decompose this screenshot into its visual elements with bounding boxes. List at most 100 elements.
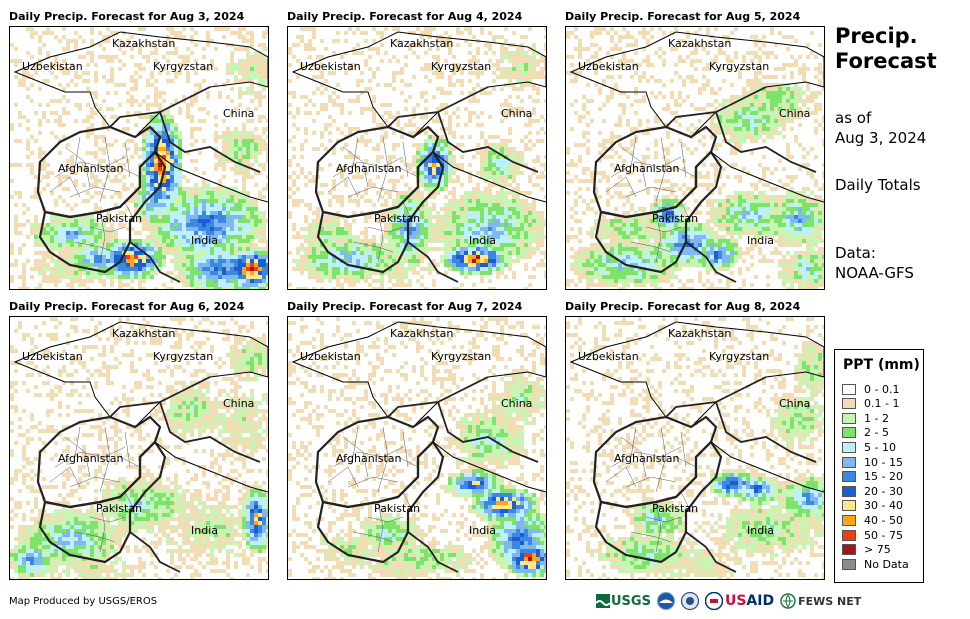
- country-label-kazakhstan: Kazakhstan: [668, 37, 731, 50]
- usgs-wave-icon: [596, 594, 610, 608]
- country-label-china: China: [501, 107, 532, 120]
- doc-seal-icon: [680, 592, 699, 610]
- fewsnet-logo: FEWS NET: [780, 593, 861, 609]
- legend-label: 20 - 30: [864, 484, 903, 498]
- legend-label: 40 - 50: [864, 513, 903, 527]
- fewsnet-globe-icon: [780, 593, 796, 609]
- legend-item: 15 - 20: [842, 470, 903, 484]
- legend-item: 10 - 15: [842, 455, 903, 469]
- panel-title: Daily Precip. Forecast for Aug 6, 2024: [9, 300, 245, 313]
- side-title: Precip. Forecast: [835, 24, 937, 74]
- country-borders: [13, 31, 268, 283]
- country-label-uzbekistan: Uzbekistan: [578, 60, 639, 73]
- legend-title: PPT (mm): [843, 357, 920, 373]
- daily-totals-label: Daily Totals: [835, 176, 921, 194]
- precip-map: Kazakhstan Uzbekistan Kyrgyzstan China Afgha…: [565, 26, 825, 290]
- legend-swatch: [842, 383, 856, 395]
- country-label-kyrgyzstan: Kyrgyzstan: [431, 350, 491, 363]
- country-label-afghanistan: Afghanistan: [614, 452, 680, 465]
- panel-title: Daily Precip. Forecast for Aug 7, 2024: [287, 300, 523, 313]
- country-borders: [291, 321, 546, 573]
- precip-map: Kazakhstan Uzbekistan Kyrgyzstan China Afgha…: [287, 26, 547, 290]
- legend-item: 20 - 30: [842, 484, 903, 498]
- legend-label: No Data: [864, 557, 909, 571]
- legend-item: 40 - 50: [842, 513, 903, 527]
- country-label-kyrgyzstan: Kyrgyzstan: [153, 350, 213, 363]
- country-label-india: India: [747, 524, 774, 537]
- country-label-india: India: [469, 524, 496, 537]
- country-label-kyrgyzstan: Kyrgyzstan: [153, 60, 213, 73]
- legend-item: 1 - 2: [842, 411, 889, 425]
- side-title-line1: Precip.: [835, 24, 918, 48]
- legend-label: 0 - 0.1: [864, 382, 900, 396]
- country-label-pakistan: Pakistan: [652, 212, 698, 225]
- partner-logos: USGS USAID FEWS NET: [596, 592, 867, 610]
- country-label-uzbekistan: Uzbekistan: [300, 350, 361, 363]
- legend-item: 0 - 0.1: [842, 382, 899, 396]
- precip-map: Kazakhstan Uzbekistan Kyrgyzstan China Afgha…: [565, 316, 825, 580]
- legend-swatch: [842, 471, 856, 483]
- precip-map-svg: Kazakhstan Uzbekistan Kyrgyzstan China Afgha…: [566, 317, 824, 579]
- country-label-pakistan: Pakistan: [652, 502, 698, 515]
- precip-map: Kazakhstan Uzbekistan Kyrgyzstan China Afgha…: [9, 26, 269, 290]
- noaa-seal-icon: [656, 592, 675, 610]
- country-label-kyrgyzstan: Kyrgyzstan: [431, 60, 491, 73]
- precip-map-svg: Kazakhstan Uzbekistan Kyrgyzstan China Afgha…: [10, 27, 268, 289]
- precip-map-svg: Kazakhstan Uzbekistan Kyrgyzstan China Afgha…: [10, 317, 268, 579]
- precip-map-svg: Kazakhstan Uzbekistan Kyrgyzstan China Afgha…: [288, 27, 546, 289]
- country-label-india: India: [469, 234, 496, 247]
- country-label-kyrgyzstan: Kyrgyzstan: [709, 60, 769, 73]
- usaid-logo: USAID: [704, 592, 774, 610]
- country-label-kyrgyzstan: Kyrgyzstan: [709, 350, 769, 363]
- fewsnet-logo-text: FEWS NET: [798, 594, 862, 608]
- legend-swatch: [842, 398, 856, 410]
- country-label-india: India: [191, 234, 218, 247]
- country-label-afghanistan: Afghanistan: [58, 162, 124, 175]
- legend-swatch: [842, 456, 856, 468]
- panel-title: Daily Precip. Forecast for Aug 3, 2024: [9, 10, 245, 23]
- legend-item: No Data: [842, 557, 909, 571]
- precip-map: Kazakhstan Uzbekistan Kyrgyzstan China Afgha…: [287, 316, 547, 580]
- country-label-pakistan: Pakistan: [374, 502, 420, 515]
- country-borders: [569, 321, 824, 573]
- legend-label: 5 - 10: [864, 440, 896, 454]
- legend-swatch: [842, 500, 856, 512]
- as-of-label: as of: [835, 109, 872, 127]
- panel-title: Daily Precip. Forecast for Aug 5, 2024: [565, 10, 801, 23]
- panel-title: Daily Precip. Forecast for Aug 4, 2024: [287, 10, 523, 23]
- legend-item: 50 - 75: [842, 528, 903, 542]
- precip-raster: [10, 317, 268, 579]
- doc-logo: [680, 592, 699, 610]
- legend-item: > 75: [842, 543, 891, 557]
- country-label-pakistan: Pakistan: [96, 502, 142, 515]
- country-label-uzbekistan: Uzbekistan: [578, 350, 639, 363]
- legend-label: 2 - 5: [864, 426, 889, 440]
- usaid-seal-icon: [704, 592, 723, 610]
- country-label-pakistan: Pakistan: [374, 212, 420, 225]
- country-borders: [569, 31, 824, 283]
- data-source: Data: NOAA-GFS: [835, 243, 914, 283]
- legend-label: 15 - 20: [864, 470, 903, 484]
- legend-swatch: [842, 514, 856, 526]
- legend-swatch: [842, 441, 856, 453]
- noaa-logo: [656, 592, 675, 610]
- country-label-china: China: [779, 397, 810, 410]
- country-label-china: China: [501, 397, 532, 410]
- data-source-label: Data:: [835, 244, 876, 262]
- credit-text: Map Produced by USGS/EROS: [9, 596, 158, 607]
- legend-label: 1 - 2: [864, 411, 889, 425]
- country-label-uzbekistan: Uzbekistan: [22, 60, 83, 73]
- legend-label: 50 - 75: [864, 528, 903, 542]
- legend-swatch: [842, 485, 856, 497]
- country-label-pakistan: Pakistan: [96, 212, 142, 225]
- legend-swatch: [842, 544, 856, 556]
- country-label-kazakhstan: Kazakhstan: [112, 37, 175, 50]
- country-label-china: China: [223, 107, 254, 120]
- country-label-kazakhstan: Kazakhstan: [390, 37, 453, 50]
- country-label-kazakhstan: Kazakhstan: [668, 327, 731, 340]
- legend-item: 2 - 5: [842, 426, 889, 440]
- data-source-value: NOAA-GFS: [835, 264, 914, 282]
- usgs-logo-text: USGS: [611, 593, 651, 609]
- legend-swatch: [842, 558, 856, 570]
